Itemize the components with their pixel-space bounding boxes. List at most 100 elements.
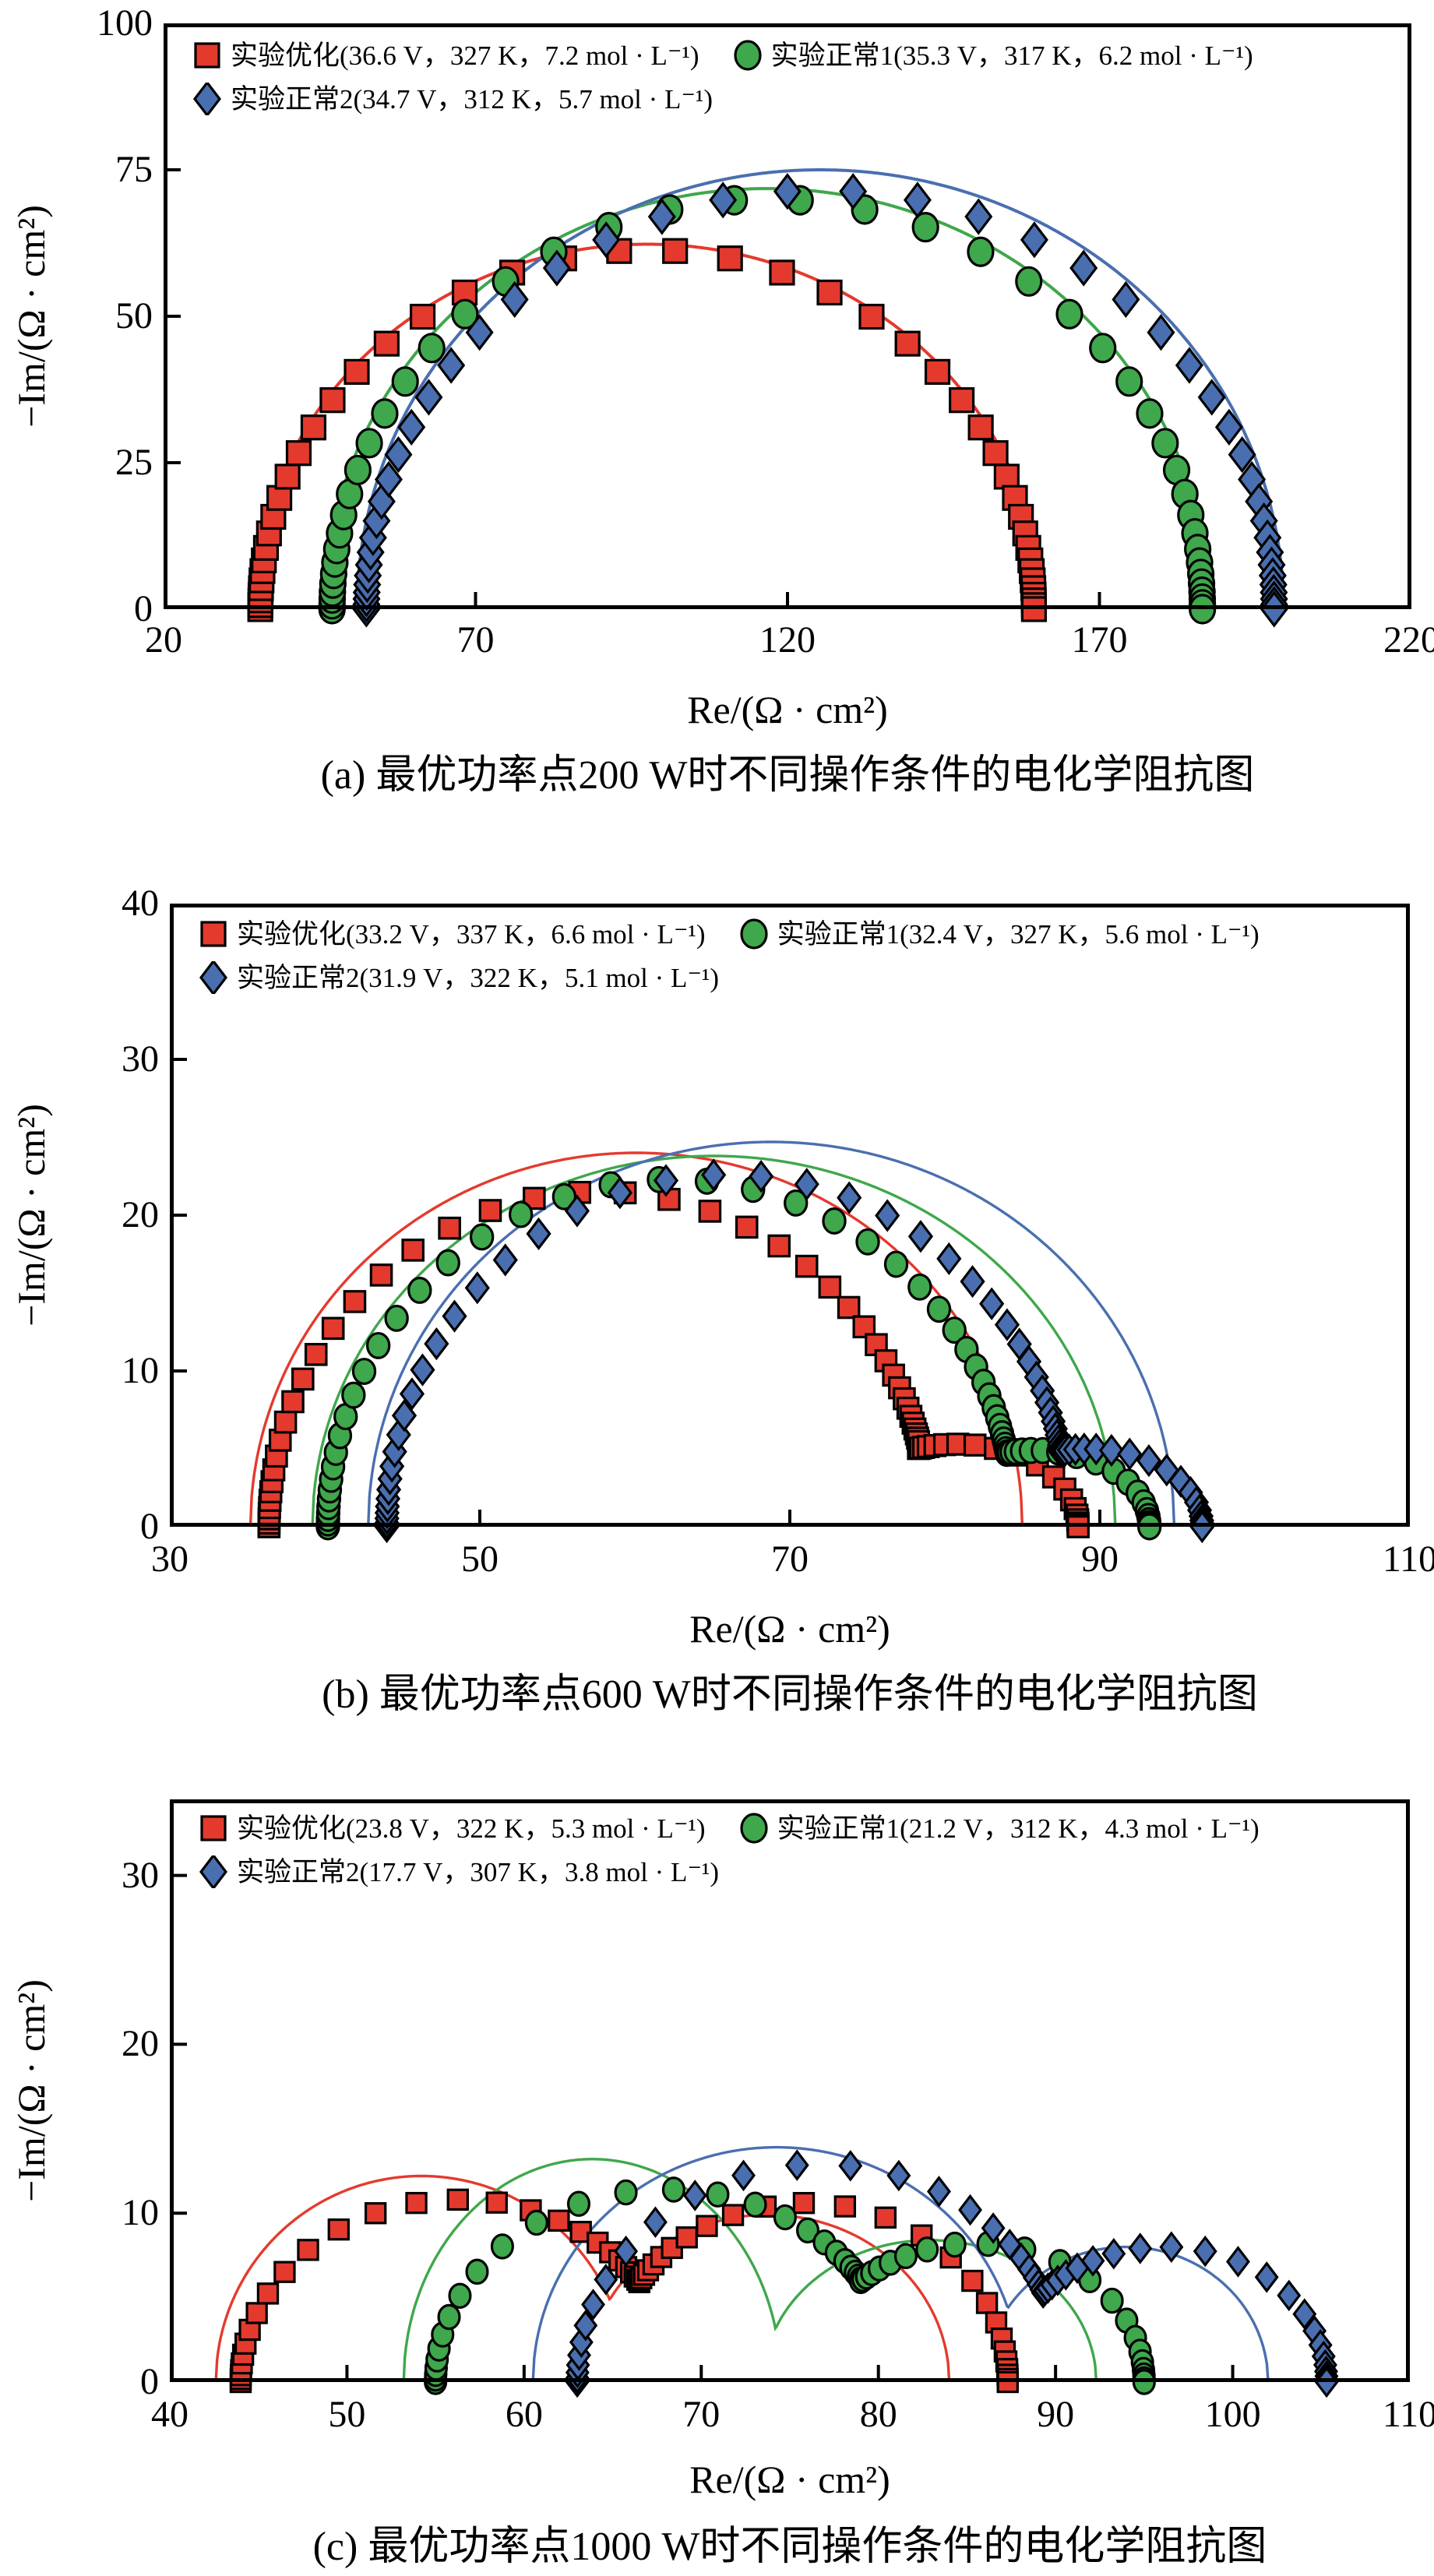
data-marker-square: [662, 238, 689, 264]
legend-marker-square-icon: [194, 42, 220, 69]
data-marker-diamond: [614, 2235, 639, 2268]
data-marker-diamond: [397, 408, 426, 446]
data-marker-circle: [490, 2233, 514, 2260]
legend-item: 实验正常1(35.3 V，317 K，6.2 mol · L⁻¹): [732, 39, 1253, 72]
data-marker-diamond: [927, 2176, 951, 2208]
data-marker-square: [256, 2282, 280, 2305]
data-marker-square: [982, 440, 1009, 467]
data-marker-diamond: [442, 1299, 467, 1333]
data-marker-square: [975, 2292, 999, 2314]
data-marker-circle: [371, 398, 399, 429]
data-marker-diamond: [464, 1271, 490, 1305]
data-marker-square: [816, 279, 843, 306]
data-marker-diamond: [1101, 2237, 1126, 2270]
x-tick-label: 120: [759, 619, 816, 661]
data-marker-diamond: [837, 1181, 862, 1214]
data-marker-diamond: [542, 249, 571, 287]
legend-label: 实验正常2(17.7 V，307 K，3.8 mol · L⁻¹): [237, 1856, 720, 1887]
data-marker-diamond: [1098, 1433, 1125, 1468]
data-marker-diamond: [1214, 408, 1243, 446]
y-tick-label: 50: [115, 295, 153, 337]
y-axis-title: −Im/(Ω · cm²): [9, 1104, 53, 1327]
data-marker-diamond: [979, 1287, 1005, 1320]
data-marker-diamond: [682, 2180, 707, 2211]
data-marker-diamond: [709, 181, 738, 219]
data-marker-diamond: [564, 1194, 590, 1228]
x-tick-label: 80: [859, 2394, 897, 2435]
legend-row: 实验优化(23.8 V，322 K，5.3 mol · L⁻¹) 实验正常1(21…: [198, 1812, 1260, 1845]
x-tick-label: 70: [682, 2394, 721, 2435]
fit-line: [214, 2174, 951, 2383]
data-marker-circle: [1151, 428, 1179, 459]
plot-area-chart-c: [170, 1799, 1410, 2398]
data-marker-square: [401, 1239, 425, 1262]
data-marker-square: [698, 1200, 722, 1223]
data-marker-circle: [384, 1304, 409, 1332]
data-marker-circle: [469, 1223, 495, 1251]
data-marker-square: [894, 330, 921, 357]
data-marker-diamond: [199, 961, 228, 994]
chart-caption: (b) 最优功率点600 W时不同操作条件的电化学阻抗图: [322, 1672, 1258, 1717]
data-marker-circle: [435, 1249, 460, 1277]
data-marker-square: [194, 42, 220, 69]
legend-marker-square-icon: [200, 1815, 227, 1841]
data-marker-circle: [773, 2204, 797, 2231]
data-marker-circle: [407, 1277, 432, 1304]
data-marker-circle: [911, 212, 939, 243]
data-marker-diamond: [647, 198, 676, 235]
x-tick-label: 110: [1382, 2394, 1434, 2435]
data-marker-diamond: [1193, 2235, 1217, 2268]
data-marker-square: [696, 2215, 718, 2237]
data-marker-circle: [551, 1182, 577, 1210]
data-marker-square: [327, 2218, 351, 2241]
data-marker-square: [675, 2226, 698, 2249]
data-marker-square: [409, 303, 436, 330]
legend-label: 实验正常2(34.7 V，312 K，5.7 mol · L⁻¹): [231, 83, 713, 115]
legend-marker-square-icon: [200, 921, 227, 947]
data-marker-diamond: [839, 173, 868, 210]
data-marker-square: [285, 440, 312, 467]
data-marker-circle: [739, 1813, 768, 1844]
legend-row: 实验优化(36.6 V，327 K，7.2 mol · L⁻¹) 实验正常1(35…: [192, 39, 1253, 72]
y-tick-label: 10: [122, 1350, 159, 1391]
data-marker-diamond: [994, 1308, 1020, 1341]
legend-label: 实验正常1(32.4 V，327 K，5.6 mol · L⁻¹): [777, 918, 1260, 950]
data-marker-square: [949, 387, 975, 414]
data-marker-diamond: [875, 1199, 900, 1232]
marker-series: [352, 173, 1288, 628]
data-marker-square: [967, 414, 994, 441]
data-marker-diamond: [1147, 314, 1175, 351]
x-tick-label: 220: [1383, 619, 1434, 661]
data-marker-diamond: [1292, 2298, 1317, 2330]
data-marker-diamond: [1112, 280, 1140, 319]
data-marker-diamond: [731, 2159, 756, 2192]
plot-frame: [170, 904, 1410, 1527]
data-marker-diamond: [1080, 2245, 1105, 2277]
data-marker-square: [874, 2206, 897, 2229]
data-marker-diamond: [1197, 379, 1226, 416]
data-marker-square: [523, 1186, 546, 1210]
data-marker-diamond: [1154, 1454, 1179, 1487]
data-marker-circle: [915, 2236, 939, 2263]
data-marker-diamond: [500, 280, 529, 319]
x-tick-label: 70: [771, 1538, 809, 1580]
data-marker-diamond: [391, 1399, 418, 1432]
legend-marker-diamond-icon: [199, 1855, 228, 1888]
data-marker-square: [717, 245, 743, 272]
data-marker-diamond: [936, 1242, 962, 1276]
data-marker-square: [321, 1316, 345, 1341]
chart-caption: (c) 最优功率点1000 W时不同操作条件的电化学阻抗图: [312, 2525, 1267, 2569]
data-marker-diamond: [1020, 221, 1048, 259]
data-marker-diamond: [1228, 436, 1256, 474]
x-tick-label: 90: [1037, 2394, 1075, 2435]
data-marker-square: [343, 1290, 367, 1313]
data-marker-diamond: [1069, 249, 1098, 287]
x-tick-label: 70: [456, 619, 495, 661]
data-marker-square: [548, 2209, 570, 2232]
data-marker-diamond: [414, 379, 443, 416]
legend-row: 实验优化(33.2 V，337 K，6.6 mol · L⁻¹) 实验正常1(32…: [198, 918, 1260, 950]
data-marker-circle: [437, 2303, 461, 2331]
data-marker-circle: [418, 333, 446, 364]
y-tick-label: 0: [140, 2361, 159, 2402]
data-marker-square: [274, 463, 301, 490]
